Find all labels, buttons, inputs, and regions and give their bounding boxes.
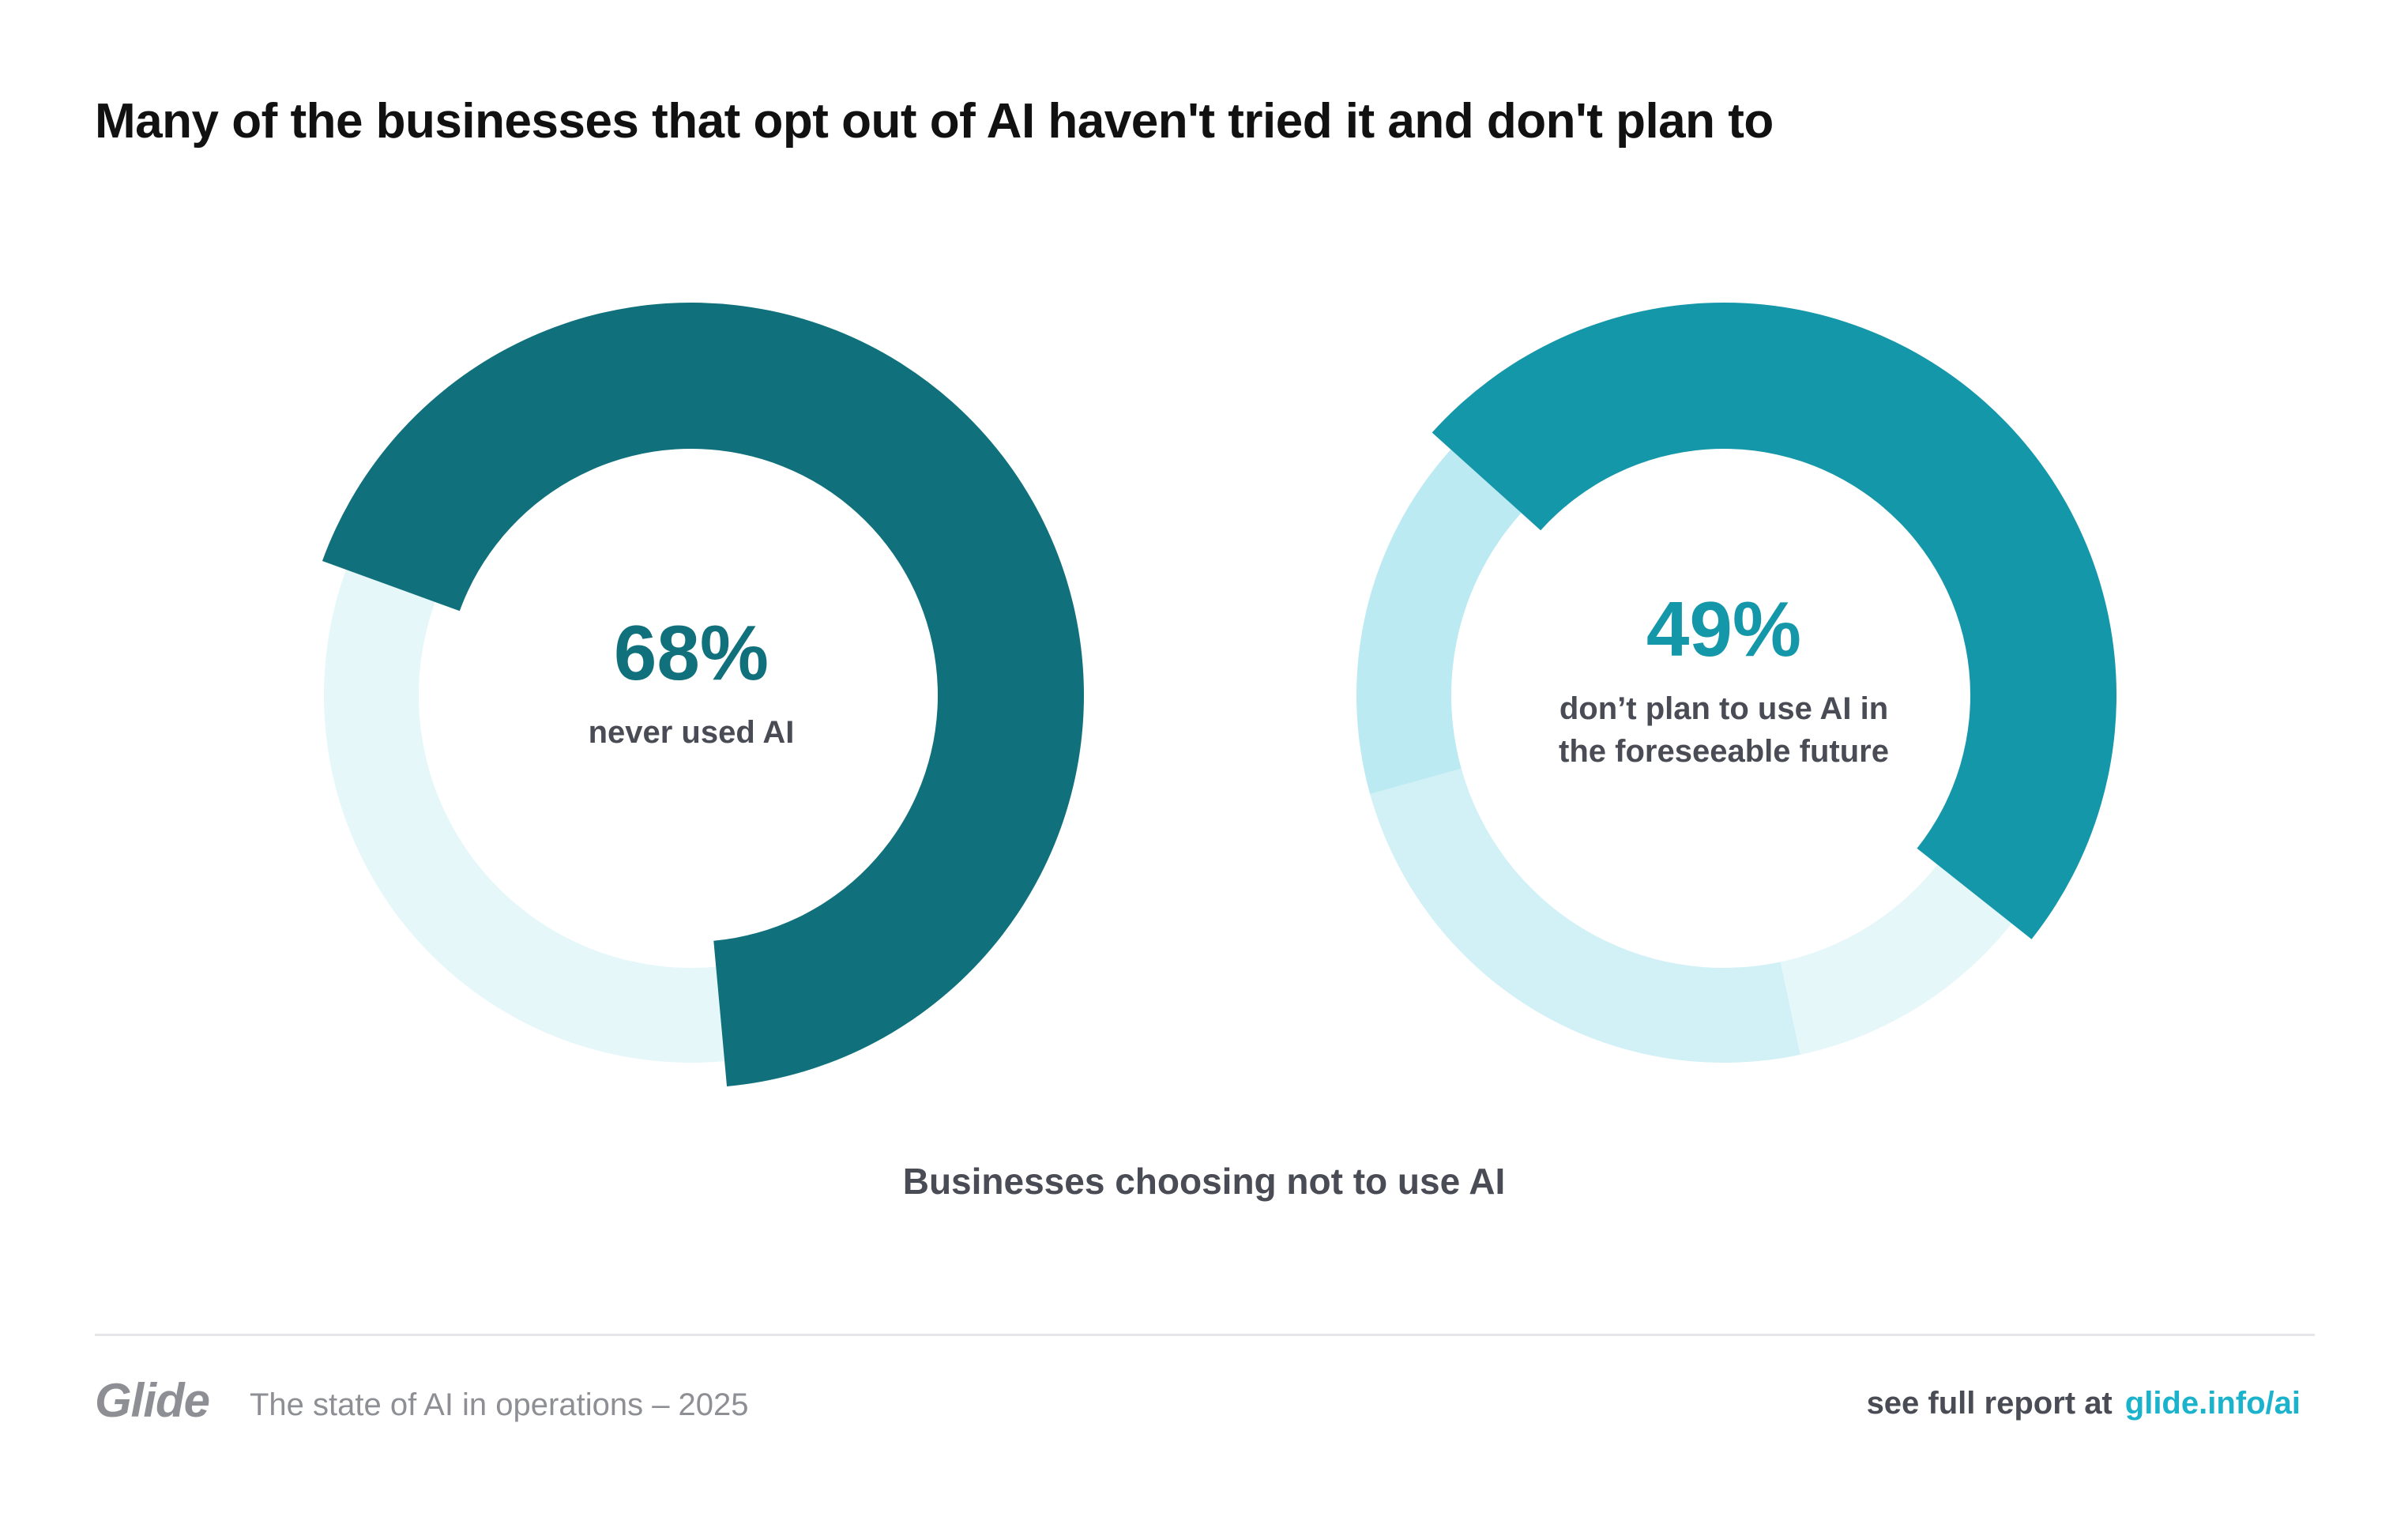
donut-center-value: 68%	[614, 609, 769, 696]
donut-center-label: never used AI	[589, 715, 795, 750]
donut-slice-1	[322, 302, 1085, 1086]
footer-cta-text: see full report at	[1866, 1386, 2113, 1421]
chart-title: Many of the businesses that opt out of A…	[95, 94, 1774, 149]
footer-divider	[95, 1334, 2315, 1336]
donut-slice-3	[1370, 768, 1800, 1063]
chart-subtitle: Businesses choosing not to use AI	[902, 1161, 1506, 1202]
donut-slice-4	[1356, 449, 1522, 795]
glide-logo: Glide	[95, 1374, 210, 1427]
donut-chart-never-used: 68% never used AI	[322, 302, 1085, 1086]
report-name: The state of AI in operations – 2025	[250, 1387, 749, 1422]
donut-center-value: 49%	[1646, 585, 1801, 672]
donut-slice-2	[1780, 864, 2012, 1055]
donut-center-label: the foreseeable future	[1559, 734, 1889, 769]
report-link[interactable]: glide.info/ai	[2124, 1386, 2301, 1421]
donut-slice-1	[1432, 302, 2117, 939]
donut-slice-2	[323, 569, 725, 1063]
donut-chart-no-plans: 49% don’t plan to use AI in the foreseeabl…	[1356, 302, 2117, 1063]
donut-center-label: don’t plan to use AI in	[1560, 691, 1888, 726]
footer-cta: see full report at glide.info/ai	[1867, 1386, 2301, 1421]
